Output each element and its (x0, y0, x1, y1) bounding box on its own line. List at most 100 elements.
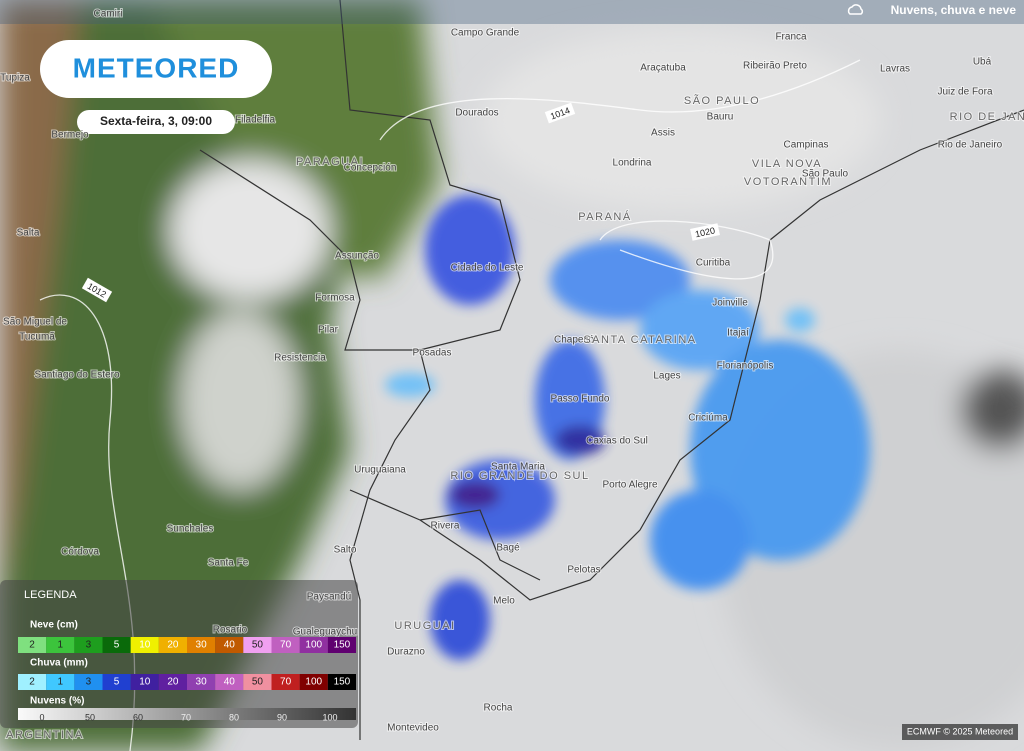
legend-swatch (271, 674, 300, 690)
legend-value: 20 (167, 677, 179, 688)
legend-box (0, 580, 358, 728)
legend-swatch (327, 637, 356, 653)
top-bar (0, 0, 1024, 24)
place-label: Salto (334, 545, 357, 556)
legend-title: LEGENDA (24, 589, 77, 601)
place-label: Campinas (783, 140, 828, 151)
place-label: Ubá (973, 57, 992, 68)
place-label: Tucumã (19, 332, 55, 343)
legend-value: 2 (29, 677, 35, 688)
place-label: RIO DE JAN (950, 111, 1024, 123)
place-label: Santa Fe (208, 558, 249, 569)
place-label: Cidade do Leste (451, 263, 524, 274)
legend-value: 30 (196, 640, 208, 651)
isobar-label: 1020 (690, 223, 720, 241)
legend-value: 10 (139, 640, 151, 651)
place-label: Rocha (484, 703, 513, 714)
date-pill[interactable] (77, 110, 235, 134)
borders (199, 0, 1024, 740)
place-label: Santa Maria (491, 462, 545, 473)
legend-value: 20 (167, 640, 179, 651)
brand: METEORED (73, 52, 240, 83)
place-label: Lages (653, 371, 680, 382)
legend-value: 40 (224, 677, 236, 688)
legend-value: 70 (181, 712, 191, 722)
isobar-value: 1020 (694, 225, 716, 239)
legend-value: 5 (114, 677, 120, 688)
rain-areas (385, 195, 870, 660)
legend-value: 90 (277, 712, 287, 722)
place-label: SANTA CATARINA (583, 334, 696, 346)
logo-pill[interactable] (40, 40, 272, 98)
legend-swatch (187, 674, 216, 690)
place-label: PARANÁ (578, 210, 631, 223)
legend-value: 3 (86, 640, 92, 651)
legend-swatch (18, 637, 47, 653)
place-label: Concepción (344, 163, 397, 174)
place-label: Melo (493, 596, 515, 607)
legend-value: 2 (29, 640, 35, 651)
legend-value: 50 (252, 640, 264, 651)
place-label: Curitiba (696, 258, 731, 269)
place-label: VOTORANTIM (744, 176, 832, 188)
place-label: Tupiza (0, 73, 30, 84)
place-label: São Paulo (802, 169, 849, 180)
legend-swatch (243, 674, 272, 690)
legend-swatch (215, 674, 244, 690)
place-label: Florianópolis (717, 361, 774, 372)
place-label: Rosario (213, 625, 248, 636)
legend-value: 70 (280, 677, 292, 688)
place-label: Salta (17, 228, 40, 239)
place-label: São Miguel de (3, 317, 67, 328)
legend-value: 0 (39, 712, 44, 722)
legend-value: 50 (252, 677, 264, 688)
isobar-box (81, 277, 113, 303)
legend-value: 80 (229, 712, 239, 722)
legend-value: 100 (305, 640, 322, 651)
place-label: Sunchales (167, 524, 214, 535)
place-label: VILA NOVA (752, 158, 822, 170)
place-label: Posadas (413, 348, 452, 359)
place-label: PARAGUAI (296, 156, 364, 168)
place-label: ARGENTINA (6, 729, 84, 741)
place-label: Bermejo (51, 130, 89, 141)
place-label: Franca (775, 32, 807, 43)
legend-value: 1 (57, 677, 63, 688)
place-label: Resistencia (274, 353, 326, 364)
place-label: Lavras (880, 64, 910, 75)
legend-swatch (158, 637, 187, 653)
legend-swatch (102, 674, 131, 690)
legend-subtitle: Nuvens (%) (30, 696, 84, 707)
legend-value: 5 (114, 640, 120, 651)
legend-swatch (130, 637, 159, 653)
place-label: Santiago do Estero (34, 370, 119, 381)
place-label: Córdova (61, 547, 99, 558)
place-label: Camiri (94, 9, 123, 20)
legend-value: 1 (57, 640, 63, 651)
legend-swatch (130, 674, 159, 690)
legend-swatch (327, 674, 356, 690)
place-label: Assunção (335, 251, 379, 262)
place-label: Caxias do Sul (586, 436, 648, 447)
legend-swatch (158, 674, 187, 690)
place-label: Porto Alegre (602, 480, 657, 491)
legend-value: 30 (196, 677, 208, 688)
place-label: Londrina (613, 158, 652, 169)
place-label: Rivera (431, 521, 460, 532)
place-label: Paysandú (307, 592, 351, 603)
place-label: Montevideo (387, 723, 439, 734)
place-label: RIO GRANDE DO SUL (450, 470, 589, 482)
legend-value: 10 (139, 677, 151, 688)
legend-swatch (74, 674, 103, 690)
place-label: Assis (651, 128, 675, 139)
legend-swatch (299, 674, 328, 690)
place-label: Rio de Janeiro (938, 140, 1003, 151)
legend-value: 40 (224, 640, 236, 651)
place-label: Bagé (496, 543, 520, 554)
place-label: Araçatuba (640, 63, 686, 74)
place-label: Pelotas (567, 565, 600, 576)
legend-value: 60 (133, 712, 143, 722)
legend-swatch (243, 637, 272, 653)
place-label: Criciúma (688, 413, 728, 424)
